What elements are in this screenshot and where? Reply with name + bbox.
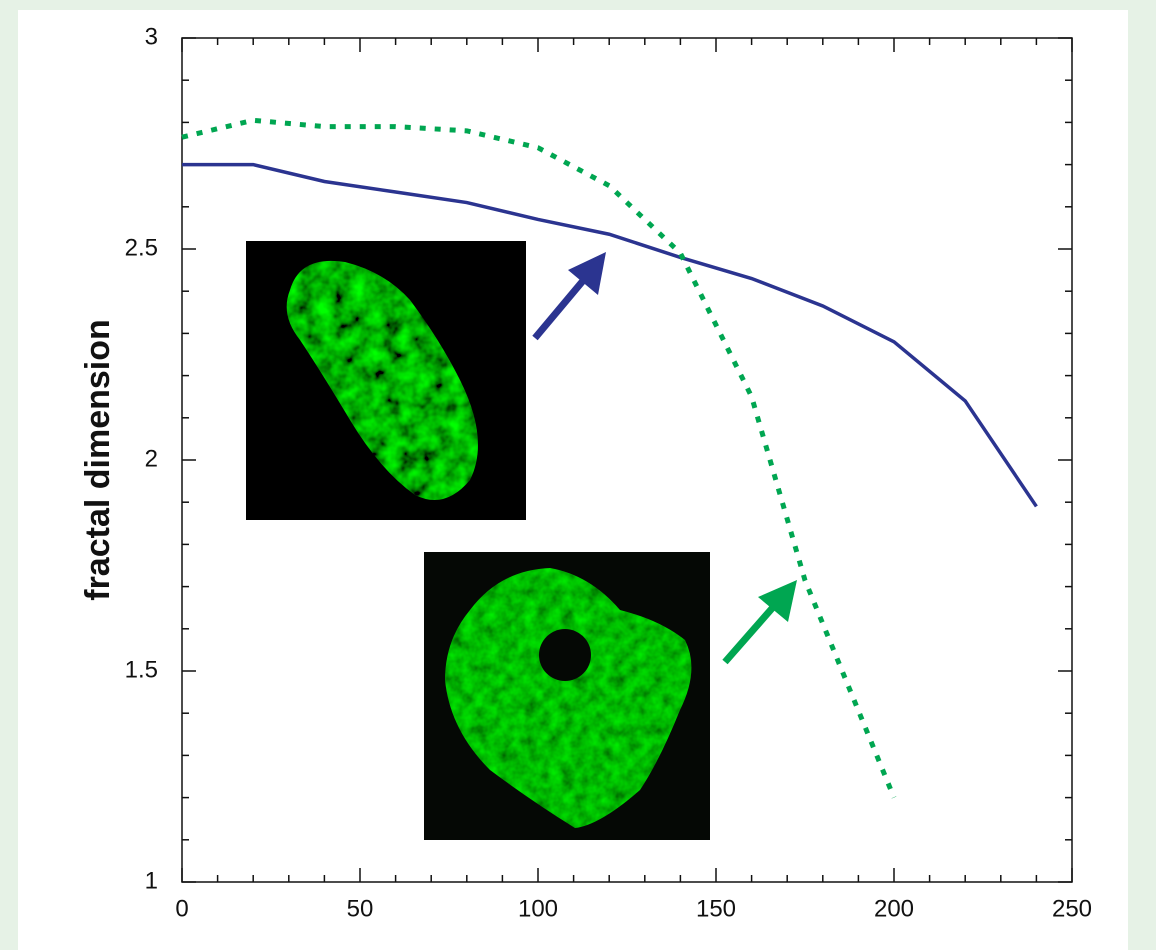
x-tick-label: 50 — [347, 895, 374, 922]
x-tick-label: 100 — [518, 895, 558, 922]
x-tick-label: 0 — [175, 895, 188, 922]
x-tick-label: 200 — [874, 895, 914, 922]
micrograph-upper — [246, 241, 526, 520]
y-tick-label: 1.5 — [125, 656, 158, 683]
micrograph-lower — [424, 552, 710, 840]
x-tick-label: 250 — [1052, 895, 1092, 922]
chart: fractal dimension 0 50 100 150 200 250 1 1.5 2 2.… — [0, 0, 1156, 950]
y-tick-label: 2.5 — [125, 234, 158, 261]
y-tick-label: 3 — [145, 23, 158, 50]
y-tick-label: 2 — [145, 445, 158, 472]
y-tick-label: 1 — [145, 867, 158, 894]
x-tick-label: 150 — [696, 895, 736, 922]
y-axis-label: fractal dimension — [79, 319, 117, 601]
